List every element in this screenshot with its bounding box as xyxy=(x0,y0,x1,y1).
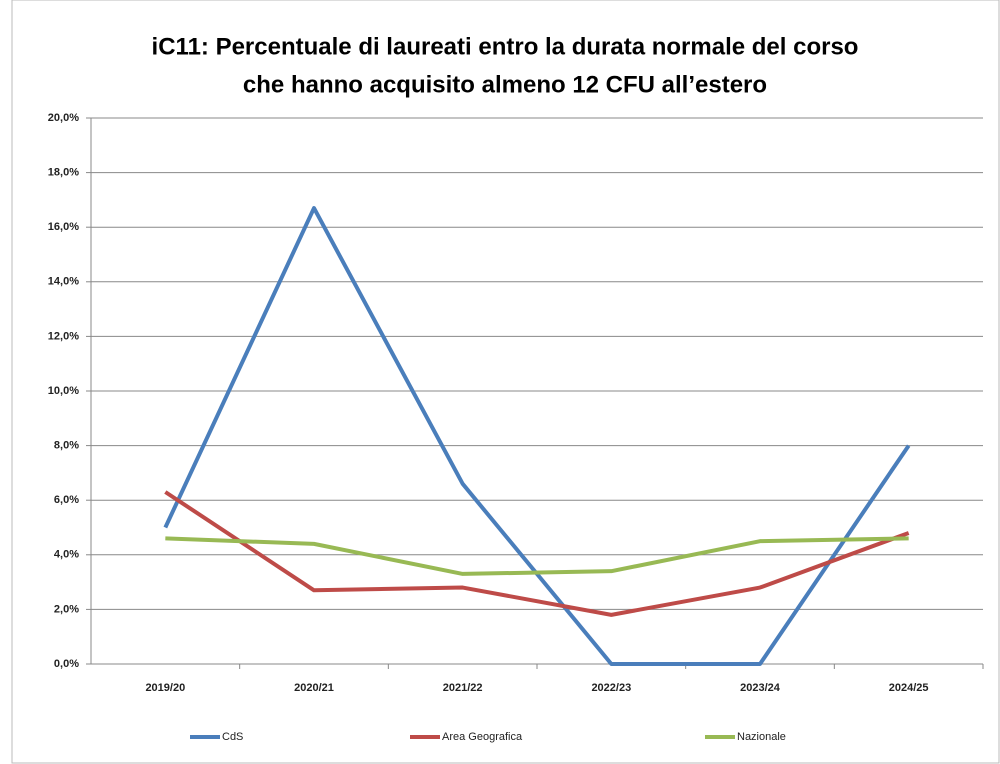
legend-label: Area Geografica xyxy=(442,731,523,743)
y-tick-label: 10,0% xyxy=(48,385,79,397)
x-tick-label: 2020/21 xyxy=(294,682,334,694)
series-line xyxy=(164,490,910,617)
y-tick-label: 12,0% xyxy=(48,330,79,342)
y-tick-label: 20,0% xyxy=(48,112,79,124)
series-line xyxy=(165,536,909,576)
y-tick-label: 16,0% xyxy=(48,221,79,233)
x-tick-label: 2019/20 xyxy=(145,682,185,694)
y-tick-label: 4,0% xyxy=(54,549,79,561)
chart-frame xyxy=(11,0,1000,764)
x-tick-label: 2021/22 xyxy=(443,682,483,694)
y-tick-label: 2,0% xyxy=(54,603,79,615)
y-tick-label: 18,0% xyxy=(48,167,79,179)
x-tick-label: 2023/24 xyxy=(740,682,781,694)
y-tick-label: 6,0% xyxy=(54,494,79,506)
x-tick-label: 2022/23 xyxy=(591,682,631,694)
chart-title: iC11: Percentuale di laureati entro la d… xyxy=(152,33,859,60)
y-tick-label: 8,0% xyxy=(54,440,79,452)
chart-title: che hanno acquisito almeno 12 CFU all’es… xyxy=(243,71,767,98)
x-tick-label: 2024/25 xyxy=(889,682,929,694)
y-tick-label: 0,0% xyxy=(54,658,79,670)
legend-label: Nazionale xyxy=(737,731,786,743)
legend-label: CdS xyxy=(222,731,243,743)
y-tick-label: 14,0% xyxy=(48,276,79,288)
